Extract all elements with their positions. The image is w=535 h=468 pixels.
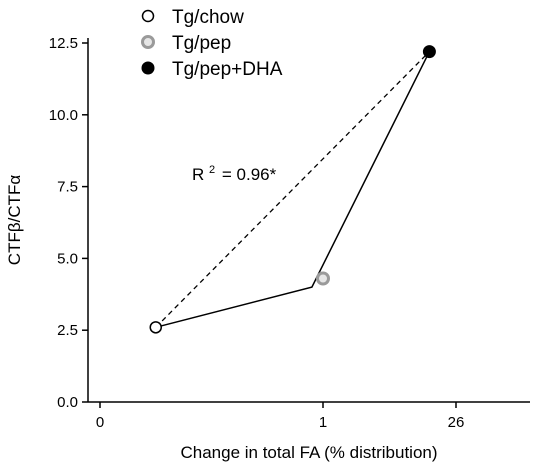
data-point-tg-pep-dha [422,45,436,59]
r-squared-sup: 2 [209,164,215,176]
x-tick-label: 0 [96,414,104,431]
legend-label: Tg/pep+DHA [172,59,283,80]
data-point-tg-chow [149,321,162,334]
r-squared-value: = 0.96* [222,165,277,184]
y-tick-label: 12.5 [49,35,78,52]
r-squared-annotation: R 2 = 0.96* [192,158,277,184]
legend-label: Tg/chow [172,7,244,28]
y-tick-label: 0.0 [57,394,78,411]
legend-marker [141,61,155,75]
dashed-regression-line [155,51,430,328]
y-tick-label: 5.0 [57,250,78,267]
legend: Tg/chow Tg/pep Tg/pep+DHA [141,7,283,80]
y-tick-label: 7.5 [57,179,78,196]
data-point-tg-pep [316,271,330,286]
x-axis-ticks: 0 1 26 [96,402,465,431]
x-axis-title: Change in total FA (% distribution) [180,443,437,462]
r-squared-prefix: R [192,165,204,184]
legend-label: Tg/pep [172,33,231,54]
solid-connecting-line [155,51,431,329]
x-tick-label: 1 [319,414,327,431]
y-tick-label: 10.0 [49,107,78,124]
legend-marker [141,9,155,23]
y-tick-label: 2.5 [57,322,78,339]
y-axis-title: CTFβ/CTFα [5,175,24,266]
data-points [149,45,436,334]
x-tick-label: 26 [448,414,465,431]
y-axis-ticks: 0.0 2.5 5.0 7.5 10.0 12.5 [49,35,88,411]
legend-marker [141,35,155,49]
